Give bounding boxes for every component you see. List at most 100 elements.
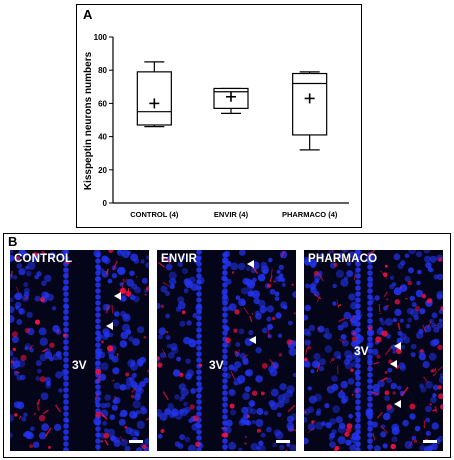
arrowhead-marker: [114, 292, 121, 300]
nucleus-stain: [397, 330, 403, 336]
nucleus-stain: [196, 375, 202, 381]
panel-b: B CONTROL 3V ENVIR 3V PHARMACO 3V: [3, 233, 451, 458]
nucleus-stain: [188, 339, 197, 348]
nucleus-stain: [261, 327, 268, 334]
nucleus-stain: [338, 422, 346, 430]
nucleus-stain: [174, 411, 183, 420]
nucleus-stain: [160, 285, 168, 293]
nucleus-stain: [10, 297, 14, 303]
kisspeptin-stain: [339, 338, 345, 344]
nucleus-stain: [63, 297, 69, 303]
kisspeptin-stain: [29, 345, 33, 350]
nucleus-stain: [255, 347, 262, 354]
kisspeptin-stain: [66, 272, 69, 275]
nucleus-stain: [192, 313, 198, 319]
nucleus-stain: [343, 311, 352, 320]
nucleus-stain: [104, 394, 111, 401]
nucleus-stain: [275, 431, 284, 440]
kisspeptin-stain: [334, 446, 340, 451]
kisspeptin-stain: [350, 368, 354, 372]
nucleus-stain: [63, 309, 69, 315]
nucleus-stain: [281, 282, 286, 287]
nucleus-stain: [355, 333, 361, 339]
nucleus-stain: [355, 273, 361, 279]
nucleus-stain: [310, 369, 315, 374]
kisspeptin-stain: [142, 444, 147, 450]
kisspeptin-stain: [367, 250, 375, 256]
nucleus-stain: [196, 357, 202, 363]
kisspeptin-stain: [62, 333, 67, 338]
micrograph-pharmaco: PHARMACO 3V: [304, 250, 443, 451]
nucleus-stain: [130, 253, 138, 262]
nucleus-stain: [95, 438, 101, 444]
nucleus-stain: [21, 416, 27, 422]
nucleus-stain: [367, 318, 373, 324]
nucleus-stain: [259, 309, 265, 315]
nucleus-stain: [145, 262, 149, 268]
nucleus-stain: [126, 250, 131, 255]
nucleus-stain: [355, 435, 361, 441]
nucleus-stain: [10, 414, 15, 422]
nucleus-stain: [140, 259, 145, 264]
nucleus-stain: [355, 321, 361, 327]
nucleus-stain: [222, 324, 228, 330]
panel-a: A Kisspeptin neurons numbers 0 20 40 60 80 10…: [76, 4, 362, 228]
nucleus-stain: [222, 276, 228, 282]
nucleus-stain: [245, 369, 253, 377]
nucleus-stain: [240, 287, 249, 295]
kisspeptin-stain: [192, 415, 199, 422]
nucleus-stain: [137, 326, 145, 334]
nucleus-stain: [20, 251, 28, 259]
nucleus-stain: [54, 423, 62, 431]
nucleus-stain: [24, 346, 29, 351]
nucleus-stain: [55, 371, 63, 379]
kisspeptin-stain: [234, 350, 238, 354]
kisspeptin-stain: [399, 286, 403, 289]
nucleus-stain: [44, 274, 52, 283]
nucleus-stain: [119, 340, 128, 348]
kisspeptin-stain: [313, 270, 319, 276]
nucleus-stain: [63, 279, 69, 285]
nucleus-stain: [429, 255, 437, 263]
nucleus-stain: [367, 414, 373, 420]
nucleus-stain: [238, 419, 246, 427]
nucleus-stain: [257, 273, 266, 282]
nucleus-stain: [196, 369, 202, 375]
kisspeptin-stain: [286, 339, 293, 346]
nucleus-stain: [337, 252, 344, 260]
kisspeptin-stain: [437, 385, 443, 390]
nucleus-stain: [355, 327, 361, 333]
nucleus-stain: [431, 322, 437, 328]
kisspeptin-stain: [331, 357, 335, 361]
nucleus-stain: [355, 309, 361, 315]
kisspeptin-stain: [291, 283, 294, 287]
nucleus-stain: [24, 265, 30, 270]
kisspeptin-stain: [386, 404, 393, 410]
nucleus-stain: [124, 445, 131, 451]
nucleus-stain: [29, 426, 35, 432]
nucleus-stain: [245, 266, 251, 271]
kisspeptin-stain: [119, 436, 125, 442]
kisspeptin-stain: [385, 305, 389, 307]
arrowhead-marker: [249, 336, 256, 344]
nucleus-stain: [95, 360, 101, 366]
kisspeptin-stain: [144, 293, 147, 296]
nucleus-stain: [328, 436, 334, 441]
box-iqr: [292, 72, 328, 136]
kisspeptin-stain: [105, 268, 109, 275]
nucleus-stain: [95, 342, 101, 348]
nucleus-stain: [222, 420, 228, 426]
nucleus-stain: [238, 298, 246, 306]
nucleus-stain: [382, 443, 388, 449]
kisspeptin-stain: [278, 353, 283, 357]
nucleus-stain: [332, 283, 337, 289]
nucleus-stain: [59, 253, 65, 259]
nucleus-stain: [309, 283, 316, 290]
nucleus-stain: [331, 383, 339, 391]
nucleus-stain: [341, 321, 349, 328]
nucleus-stain: [367, 420, 373, 426]
nucleus-stain: [38, 327, 47, 336]
nucleus-stain: [289, 444, 296, 451]
nucleus-stain: [49, 252, 57, 260]
kisspeptin-stain: [235, 349, 240, 358]
